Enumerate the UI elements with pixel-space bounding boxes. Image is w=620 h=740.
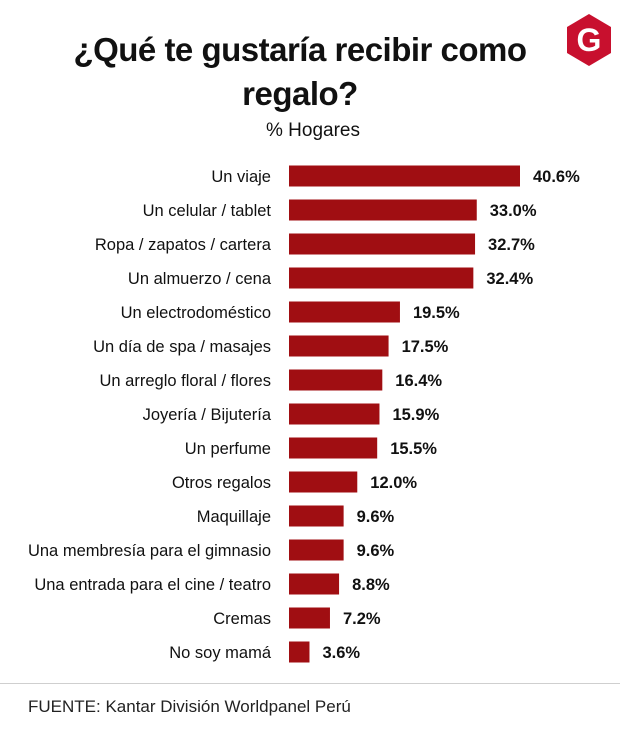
bar	[289, 165, 520, 187]
bar	[289, 539, 344, 561]
category-label: Joyería / Bijutería	[143, 406, 272, 424]
category-label: Un celular / tablet	[143, 202, 272, 220]
bar	[289, 335, 389, 357]
bar	[289, 403, 380, 425]
value-label: 9.6%	[357, 508, 395, 526]
category-label: No soy mamá	[169, 644, 272, 662]
bar	[289, 301, 400, 323]
value-label: 3.6%	[322, 644, 360, 662]
category-label: Un electrodoméstico	[121, 304, 271, 322]
bar	[289, 573, 340, 595]
logo-hexagon	[567, 14, 611, 66]
value-label: 16.4%	[395, 372, 442, 390]
chart-subtitle: % Hogares	[266, 120, 360, 141]
logo-letter: G	[577, 22, 602, 58]
bar	[289, 369, 383, 391]
footer-divider	[0, 683, 620, 684]
bar	[289, 471, 358, 493]
category-label: Cremas	[213, 610, 271, 628]
category-label: Un perfume	[185, 440, 271, 458]
value-label: 15.9%	[392, 406, 439, 424]
category-label: Un viaje	[211, 168, 271, 186]
value-label: 32.4%	[486, 270, 533, 288]
value-label: 12.0%	[370, 474, 417, 492]
value-label: 19.5%	[413, 304, 460, 322]
bar	[289, 267, 474, 289]
value-label: 33.0%	[490, 202, 537, 220]
bar	[289, 641, 310, 663]
category-label: Ropa / zapatos / cartera	[95, 236, 272, 254]
bar	[289, 607, 330, 629]
value-label: 32.7%	[488, 236, 535, 254]
bar-chart: Un viaje 40.6% Un celular / tablet 33.0% Rop…	[28, 165, 580, 663]
category-label: Otros regalos	[172, 474, 271, 492]
category-label: Un día de spa / masajes	[93, 338, 271, 356]
value-label: 17.5%	[402, 338, 449, 356]
source-note: FUENTE: Kantar División Worldpanel Perú	[28, 697, 351, 716]
chart-title: ¿Qué te gustaría recibir como regalo?	[73, 31, 527, 112]
bar	[289, 505, 344, 527]
bar	[289, 233, 476, 255]
category-label: Un arreglo floral / flores	[100, 372, 272, 390]
value-label: 8.8%	[352, 576, 390, 594]
logo-icon: G	[567, 14, 611, 66]
value-label: 7.2%	[343, 610, 381, 628]
bar	[289, 199, 477, 221]
bar	[289, 437, 378, 459]
category-label: Una membresía para el gimnasio	[28, 542, 271, 560]
value-label: 40.6%	[533, 168, 580, 186]
category-label: Maquillaje	[197, 508, 271, 526]
category-label: Un almuerzo / cena	[128, 270, 272, 288]
value-label: 15.5%	[390, 440, 437, 458]
value-label: 9.6%	[357, 542, 395, 560]
category-label: Una entrada para el cine / teatro	[34, 576, 271, 594]
